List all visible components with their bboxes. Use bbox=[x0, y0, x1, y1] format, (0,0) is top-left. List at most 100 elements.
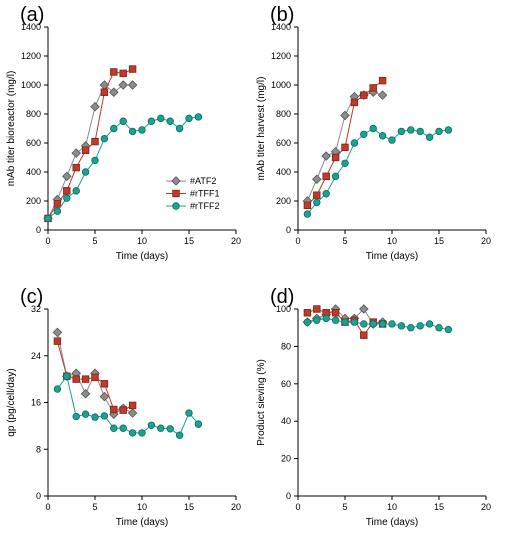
y-tick-label: 400 bbox=[26, 167, 41, 177]
data-point bbox=[157, 114, 165, 123]
data-point bbox=[80, 388, 91, 399]
panel-label: (d) bbox=[270, 286, 294, 308]
legend-marker bbox=[172, 189, 180, 198]
x-tick-label: 10 bbox=[137, 236, 147, 246]
x-axis-label: Time (days) bbox=[116, 251, 168, 262]
data-point bbox=[313, 198, 321, 207]
y-tick-label: 0 bbox=[286, 491, 291, 501]
series-line bbox=[56, 375, 199, 436]
x-axis-label: Time (days) bbox=[116, 517, 168, 528]
data-point bbox=[53, 207, 62, 215]
data-point bbox=[128, 429, 137, 437]
x-tick-label: 10 bbox=[387, 502, 397, 512]
series-rtff2 bbox=[303, 124, 453, 218]
legend-label: #ATF2 bbox=[190, 176, 216, 186]
data-point bbox=[341, 159, 349, 167]
data-point bbox=[63, 372, 71, 380]
data-point bbox=[185, 114, 193, 123]
x-tick-label: 0 bbox=[295, 236, 300, 246]
series-rtff2 bbox=[303, 314, 453, 334]
data-point bbox=[444, 126, 453, 134]
data-point bbox=[128, 65, 137, 73]
chart-panel-4: 0 5 10 15 20 0 20 40 60 80 100 Time (days) Product s… bbox=[256, 286, 491, 528]
x-tick-label: 5 bbox=[92, 502, 97, 512]
series-rtff2 bbox=[44, 113, 203, 223]
y-tick-label: 400 bbox=[276, 167, 291, 177]
data-point bbox=[416, 127, 424, 136]
x-tick-label: 20 bbox=[481, 236, 491, 246]
data-point bbox=[322, 190, 330, 198]
x-tick-label: 10 bbox=[387, 236, 397, 246]
x-tick-label: 5 bbox=[342, 502, 347, 512]
data-point bbox=[369, 124, 377, 133]
data-point bbox=[313, 305, 321, 313]
data-point bbox=[425, 320, 434, 328]
data-point bbox=[91, 413, 99, 421]
legend-label: #rTFF2 bbox=[190, 201, 220, 211]
x-axis-label: Time (days) bbox=[366, 251, 418, 262]
data-point bbox=[331, 172, 340, 181]
data-point bbox=[81, 146, 90, 154]
y-tick-label: 20 bbox=[281, 454, 291, 464]
data-point bbox=[322, 314, 330, 323]
data-point bbox=[62, 171, 72, 182]
data-point bbox=[416, 322, 424, 330]
data-point bbox=[435, 127, 443, 136]
legend-marker bbox=[172, 202, 180, 210]
y-tick-label: 0 bbox=[286, 225, 291, 235]
data-point bbox=[44, 214, 52, 223]
data-point bbox=[99, 391, 110, 402]
data-point bbox=[63, 187, 71, 195]
y-tick-label: 800 bbox=[276, 109, 291, 119]
y-tick-label: 1000 bbox=[21, 80, 41, 90]
data-point bbox=[303, 210, 312, 218]
data-point bbox=[322, 172, 330, 181]
data-point bbox=[81, 375, 90, 383]
data-point bbox=[110, 124, 118, 133]
data-point bbox=[303, 309, 312, 317]
data-point bbox=[350, 139, 359, 147]
x-tick-label: 0 bbox=[295, 502, 300, 512]
data-point bbox=[72, 187, 80, 195]
x-tick-label: 15 bbox=[184, 502, 194, 512]
data-point bbox=[377, 90, 388, 100]
y-tick-label: 0 bbox=[36, 225, 41, 235]
data-point bbox=[378, 132, 387, 140]
panel-label: (a) bbox=[20, 4, 44, 26]
data-point bbox=[340, 110, 350, 121]
series-line bbox=[307, 127, 449, 215]
data-point bbox=[397, 127, 406, 136]
data-point bbox=[331, 309, 340, 317]
data-point bbox=[360, 331, 368, 339]
x-tick-label: 0 bbox=[45, 502, 50, 512]
data-point bbox=[81, 168, 90, 176]
data-point bbox=[397, 322, 406, 330]
y-axis-label: qp (pg/cell/day) bbox=[6, 368, 17, 436]
panel-label: (b) bbox=[270, 4, 294, 26]
data-point bbox=[303, 201, 312, 210]
data-point bbox=[157, 424, 165, 432]
panel-label: (c) bbox=[20, 286, 43, 308]
y-tick-label: 800 bbox=[26, 109, 41, 119]
data-point bbox=[72, 375, 80, 383]
data-point bbox=[119, 69, 127, 78]
data-point bbox=[91, 373, 99, 382]
y-axis-label: mAb titer bioreactor (mg/l) bbox=[6, 71, 17, 187]
data-point bbox=[128, 401, 137, 410]
data-point bbox=[359, 304, 369, 314]
data-point bbox=[378, 76, 387, 85]
data-point bbox=[331, 153, 340, 162]
series-line bbox=[47, 84, 133, 219]
data-point bbox=[166, 425, 174, 433]
x-tick-label: 15 bbox=[434, 236, 444, 246]
data-point bbox=[127, 80, 138, 90]
y-axis-label: mAb titer harvest (mg/l) bbox=[256, 77, 267, 181]
data-point bbox=[444, 325, 453, 334]
y-tick-label: 32 bbox=[31, 304, 41, 314]
y-tick-label: 8 bbox=[36, 444, 41, 454]
data-point bbox=[110, 68, 118, 76]
data-point bbox=[331, 316, 340, 324]
data-point bbox=[119, 406, 127, 414]
x-tick-label: 15 bbox=[184, 236, 194, 246]
